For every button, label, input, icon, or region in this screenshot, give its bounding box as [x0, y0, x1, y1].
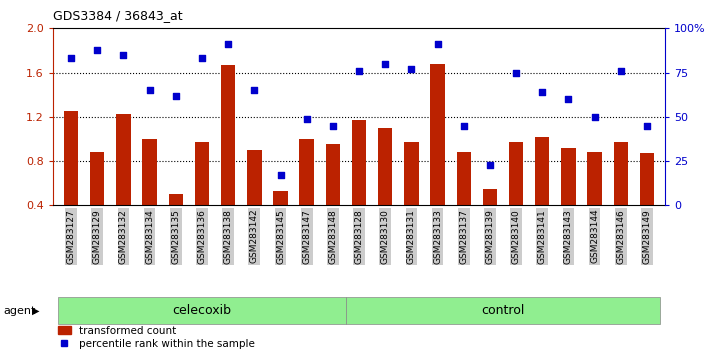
Text: GSM283148: GSM283148	[328, 209, 337, 264]
Point	[406, 66, 417, 72]
Bar	[404, 142, 419, 205]
Point	[222, 41, 234, 47]
Text: GSM283142: GSM283142	[250, 209, 259, 263]
Point	[510, 70, 522, 75]
Bar	[326, 144, 340, 205]
Text: GSM283131: GSM283131	[407, 209, 416, 264]
Point	[196, 56, 208, 61]
Point	[615, 68, 627, 74]
Point	[562, 96, 574, 102]
Text: GSM283132: GSM283132	[119, 209, 128, 264]
Bar	[352, 120, 366, 205]
Bar	[587, 152, 602, 205]
Point	[170, 93, 182, 98]
Point	[353, 68, 365, 74]
Bar	[195, 142, 209, 205]
Text: GSM283130: GSM283130	[381, 209, 390, 264]
Legend: transformed count, percentile rank within the sample: transformed count, percentile rank withi…	[58, 326, 255, 349]
Bar	[169, 194, 183, 205]
Bar	[614, 142, 628, 205]
Bar	[430, 64, 445, 205]
Bar	[116, 114, 131, 205]
Bar	[509, 142, 523, 205]
Text: ▶: ▶	[32, 306, 40, 316]
Point	[249, 87, 260, 93]
Bar	[221, 65, 235, 205]
Text: GDS3384 / 36843_at: GDS3384 / 36843_at	[53, 9, 182, 22]
Text: GSM283139: GSM283139	[486, 209, 494, 264]
Bar	[64, 111, 78, 205]
Text: control: control	[482, 304, 524, 317]
Bar	[247, 150, 262, 205]
Point	[589, 114, 601, 120]
Point	[432, 41, 444, 47]
Text: GSM283137: GSM283137	[459, 209, 468, 264]
Text: GSM283133: GSM283133	[433, 209, 442, 264]
Point	[144, 87, 156, 93]
Point	[92, 47, 103, 52]
Bar	[561, 148, 576, 205]
Text: celecoxib: celecoxib	[172, 304, 232, 317]
Bar	[456, 152, 471, 205]
Text: GSM283145: GSM283145	[276, 209, 285, 264]
Point	[327, 123, 339, 129]
Text: GSM283144: GSM283144	[590, 209, 599, 263]
Bar	[535, 137, 549, 205]
Bar	[640, 153, 654, 205]
Bar	[483, 189, 497, 205]
Text: GSM283141: GSM283141	[538, 209, 547, 264]
Text: GSM283128: GSM283128	[355, 209, 363, 264]
Point	[379, 61, 391, 67]
Bar	[378, 128, 392, 205]
Text: GSM283134: GSM283134	[145, 209, 154, 264]
Point	[118, 52, 129, 58]
Text: GSM283129: GSM283129	[93, 209, 102, 264]
Point	[458, 123, 470, 129]
Point	[275, 172, 286, 178]
Bar	[299, 139, 314, 205]
Text: GSM283143: GSM283143	[564, 209, 573, 264]
Text: GSM283146: GSM283146	[616, 209, 625, 264]
Point	[484, 162, 496, 167]
Text: GSM283147: GSM283147	[302, 209, 311, 264]
Bar	[90, 152, 104, 205]
Bar	[273, 191, 288, 205]
Text: GSM283138: GSM283138	[224, 209, 232, 264]
Text: GSM283149: GSM283149	[643, 209, 651, 264]
Bar	[142, 139, 157, 205]
Point	[301, 116, 313, 121]
Text: GSM283135: GSM283135	[171, 209, 180, 264]
Text: GSM283140: GSM283140	[512, 209, 520, 264]
Point	[641, 123, 653, 129]
Point	[65, 56, 77, 61]
Text: GSM283127: GSM283127	[67, 209, 75, 264]
Text: GSM283136: GSM283136	[198, 209, 206, 264]
Text: agent: agent	[4, 306, 36, 316]
Point	[536, 89, 548, 95]
